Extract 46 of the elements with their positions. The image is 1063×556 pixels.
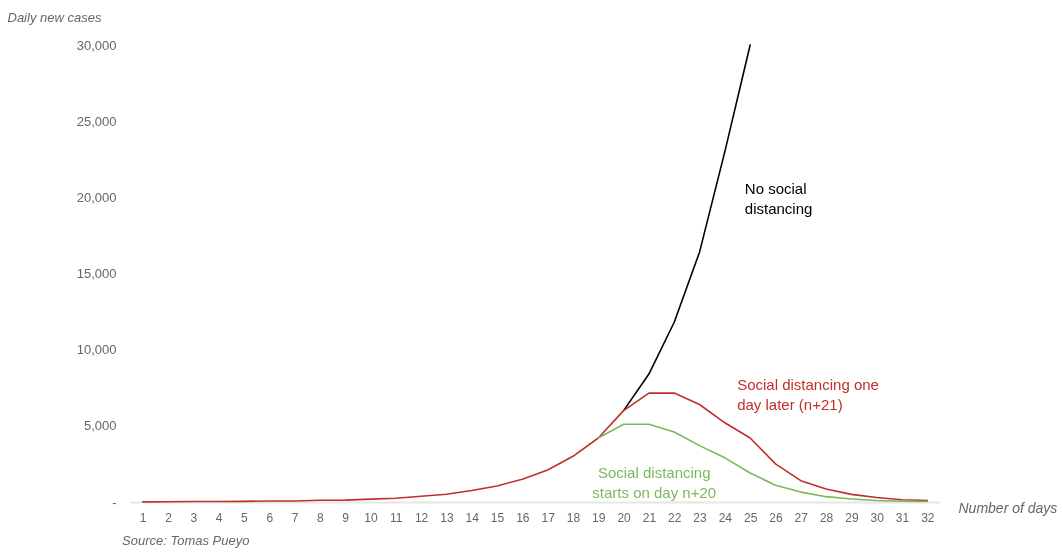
x-axis-title: Number of days <box>958 499 1058 516</box>
x-tick-label: 24 <box>718 510 733 525</box>
x-tick-label: 12 <box>414 510 429 525</box>
x-tick-label: 25 <box>743 510 758 525</box>
y-axis-title: Daily new cases <box>7 9 102 25</box>
y-tick-label: 25,000 <box>76 113 117 129</box>
x-tick-label: 21 <box>642 510 657 525</box>
x-tick-label: 14 <box>465 510 480 525</box>
x-tick-label: 32 <box>921 510 935 525</box>
x-tick-label: 1 <box>139 510 147 525</box>
x-tick-label: 9 <box>342 510 350 525</box>
x-tick-label: 31 <box>895 510 910 525</box>
y-tick-label: 5,000 <box>83 418 117 434</box>
x-tick-label: 2 <box>165 510 173 525</box>
x-tick-label: 20 <box>617 510 632 525</box>
x-tick-label: 8 <box>317 510 324 525</box>
x-tick-label: 27 <box>794 510 809 525</box>
y-tick-label: 30,000 <box>76 37 117 53</box>
series-label: No social distancing <box>744 179 813 217</box>
x-tick-label: 19 <box>592 510 606 525</box>
y-tick-label: 15,000 <box>76 266 117 281</box>
x-tick-label: 4 <box>215 510 223 525</box>
series-label: Social distancing one day later (n+21) <box>737 376 879 414</box>
x-tick-label: 30 <box>870 510 885 525</box>
x-tick-label: 22 <box>668 510 682 525</box>
x-tick-label: 17 <box>541 510 556 525</box>
x-tick-label: 6 <box>266 510 274 525</box>
x-tick-label: 18 <box>566 510 581 525</box>
x-tick-label: 7 <box>291 510 299 525</box>
x-tick-label: 3 <box>190 510 198 525</box>
x-tick-label: 11 <box>390 510 403 525</box>
y-tick-label: - <box>112 494 117 510</box>
x-tick-label: 13 <box>440 510 454 525</box>
x-tick-label: 29 <box>845 510 859 525</box>
x-tick-label: 26 <box>769 510 783 525</box>
x-tick-label: 28 <box>819 510 834 525</box>
x-tick-label: 5 <box>241 510 249 525</box>
x-tick-label: 10 <box>364 510 378 525</box>
source-note: Source: Tomas Pueyo <box>122 533 250 548</box>
y-tick-label: 10,000 <box>76 342 117 358</box>
y-tick-label: 20,000 <box>76 189 117 205</box>
x-tick-label: 15 <box>490 510 505 525</box>
series-label: Social distancing starts on day n+20 <box>592 463 717 501</box>
line-series <box>141 392 929 503</box>
x-tick-label: 23 <box>693 510 708 525</box>
x-tick-label: 16 <box>516 510 530 525</box>
